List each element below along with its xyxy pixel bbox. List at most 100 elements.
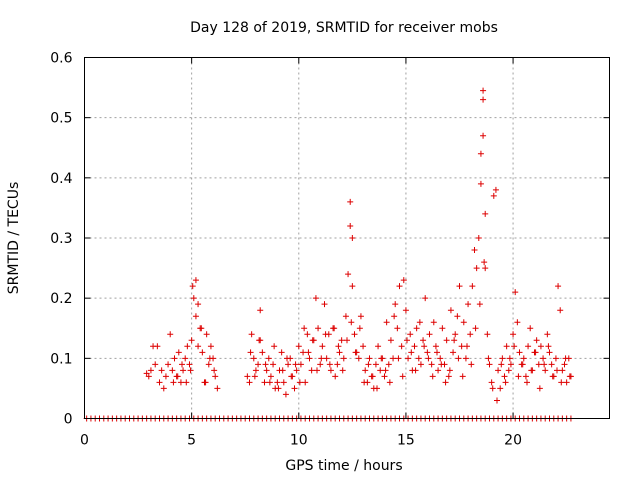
data-point — [558, 379, 565, 386]
data-point — [549, 373, 556, 380]
data-point — [335, 343, 342, 350]
data-point — [408, 349, 415, 356]
data-point — [476, 301, 483, 308]
data-point — [486, 361, 493, 368]
data-point — [536, 385, 543, 392]
data-point — [411, 343, 418, 350]
grid-lines — [84, 57, 610, 419]
data-point — [212, 373, 219, 380]
data-point — [285, 361, 292, 368]
data-point — [309, 337, 316, 344]
data-point — [392, 301, 399, 308]
data-point — [192, 313, 199, 320]
data-point — [261, 379, 268, 386]
y-tick-label: 0.5 — [50, 111, 72, 127]
data-point — [548, 361, 555, 368]
data-point — [429, 373, 436, 380]
data-point — [417, 361, 424, 368]
data-point — [533, 337, 540, 344]
data-point — [190, 295, 197, 302]
data-point — [284, 355, 290, 362]
data-point — [499, 355, 506, 362]
data-point — [492, 186, 499, 193]
data-point — [415, 355, 422, 362]
data-point — [356, 325, 363, 332]
data-point — [383, 319, 390, 326]
data-point — [207, 343, 214, 350]
data-point — [319, 343, 326, 350]
data-point — [362, 367, 369, 374]
data-point — [195, 343, 202, 350]
data-point — [338, 337, 345, 344]
data-point — [563, 379, 570, 386]
data-point — [399, 373, 406, 380]
x-tick-label: 15 — [397, 433, 415, 449]
data-point — [174, 373, 181, 380]
data-point — [524, 379, 530, 386]
data-point — [175, 349, 182, 356]
data-point — [293, 367, 300, 374]
data-point — [473, 265, 480, 272]
data-point — [167, 331, 174, 338]
data-point — [446, 367, 453, 374]
data-point — [255, 361, 262, 368]
data-point — [336, 349, 343, 356]
data-point — [160, 385, 167, 392]
data-point — [480, 96, 487, 103]
data-point — [250, 355, 257, 362]
data-point — [348, 319, 355, 326]
data-point — [477, 150, 484, 157]
data-point — [525, 343, 532, 350]
data-point — [366, 355, 373, 362]
data-point — [542, 367, 549, 374]
data-point — [186, 361, 193, 368]
data-point — [482, 265, 489, 272]
data-point — [165, 361, 172, 368]
y-axis-label: SRMTID / TECUs — [6, 182, 22, 295]
data-point — [428, 361, 435, 368]
data-point — [511, 343, 518, 350]
data-point — [434, 349, 440, 356]
data-point — [447, 307, 454, 314]
data-point — [355, 355, 362, 362]
data-point — [520, 355, 527, 362]
data-point — [506, 355, 513, 362]
data-point — [455, 355, 462, 362]
data-point — [468, 361, 475, 368]
data-point — [248, 331, 255, 338]
data-point — [421, 343, 428, 350]
data-point — [205, 361, 212, 368]
data-point — [252, 367, 259, 374]
data-point — [304, 331, 311, 338]
data-point — [183, 379, 190, 386]
data-point — [437, 355, 444, 362]
data-point — [495, 367, 502, 374]
data-point — [566, 373, 573, 380]
data-point — [484, 331, 491, 338]
data-point — [395, 355, 402, 362]
data-point — [459, 373, 466, 380]
data-point — [365, 361, 372, 368]
data-point — [510, 331, 517, 338]
data-point — [314, 367, 320, 374]
data-point — [300, 349, 307, 356]
data-point — [326, 361, 333, 368]
data-point — [147, 367, 154, 374]
data-point — [555, 283, 562, 290]
data-point — [381, 373, 388, 380]
data-point — [386, 379, 393, 386]
data-point — [246, 379, 253, 386]
data-point — [402, 307, 409, 314]
data-point — [321, 301, 328, 308]
data-point — [322, 331, 329, 338]
data-markers — [83, 87, 574, 422]
data-point — [519, 361, 526, 368]
data-point — [420, 337, 427, 344]
data-point — [382, 367, 389, 374]
data-point — [450, 349, 457, 356]
data-point — [202, 379, 209, 386]
data-point — [460, 319, 467, 326]
data-point — [271, 343, 278, 350]
data-point — [378, 355, 385, 362]
